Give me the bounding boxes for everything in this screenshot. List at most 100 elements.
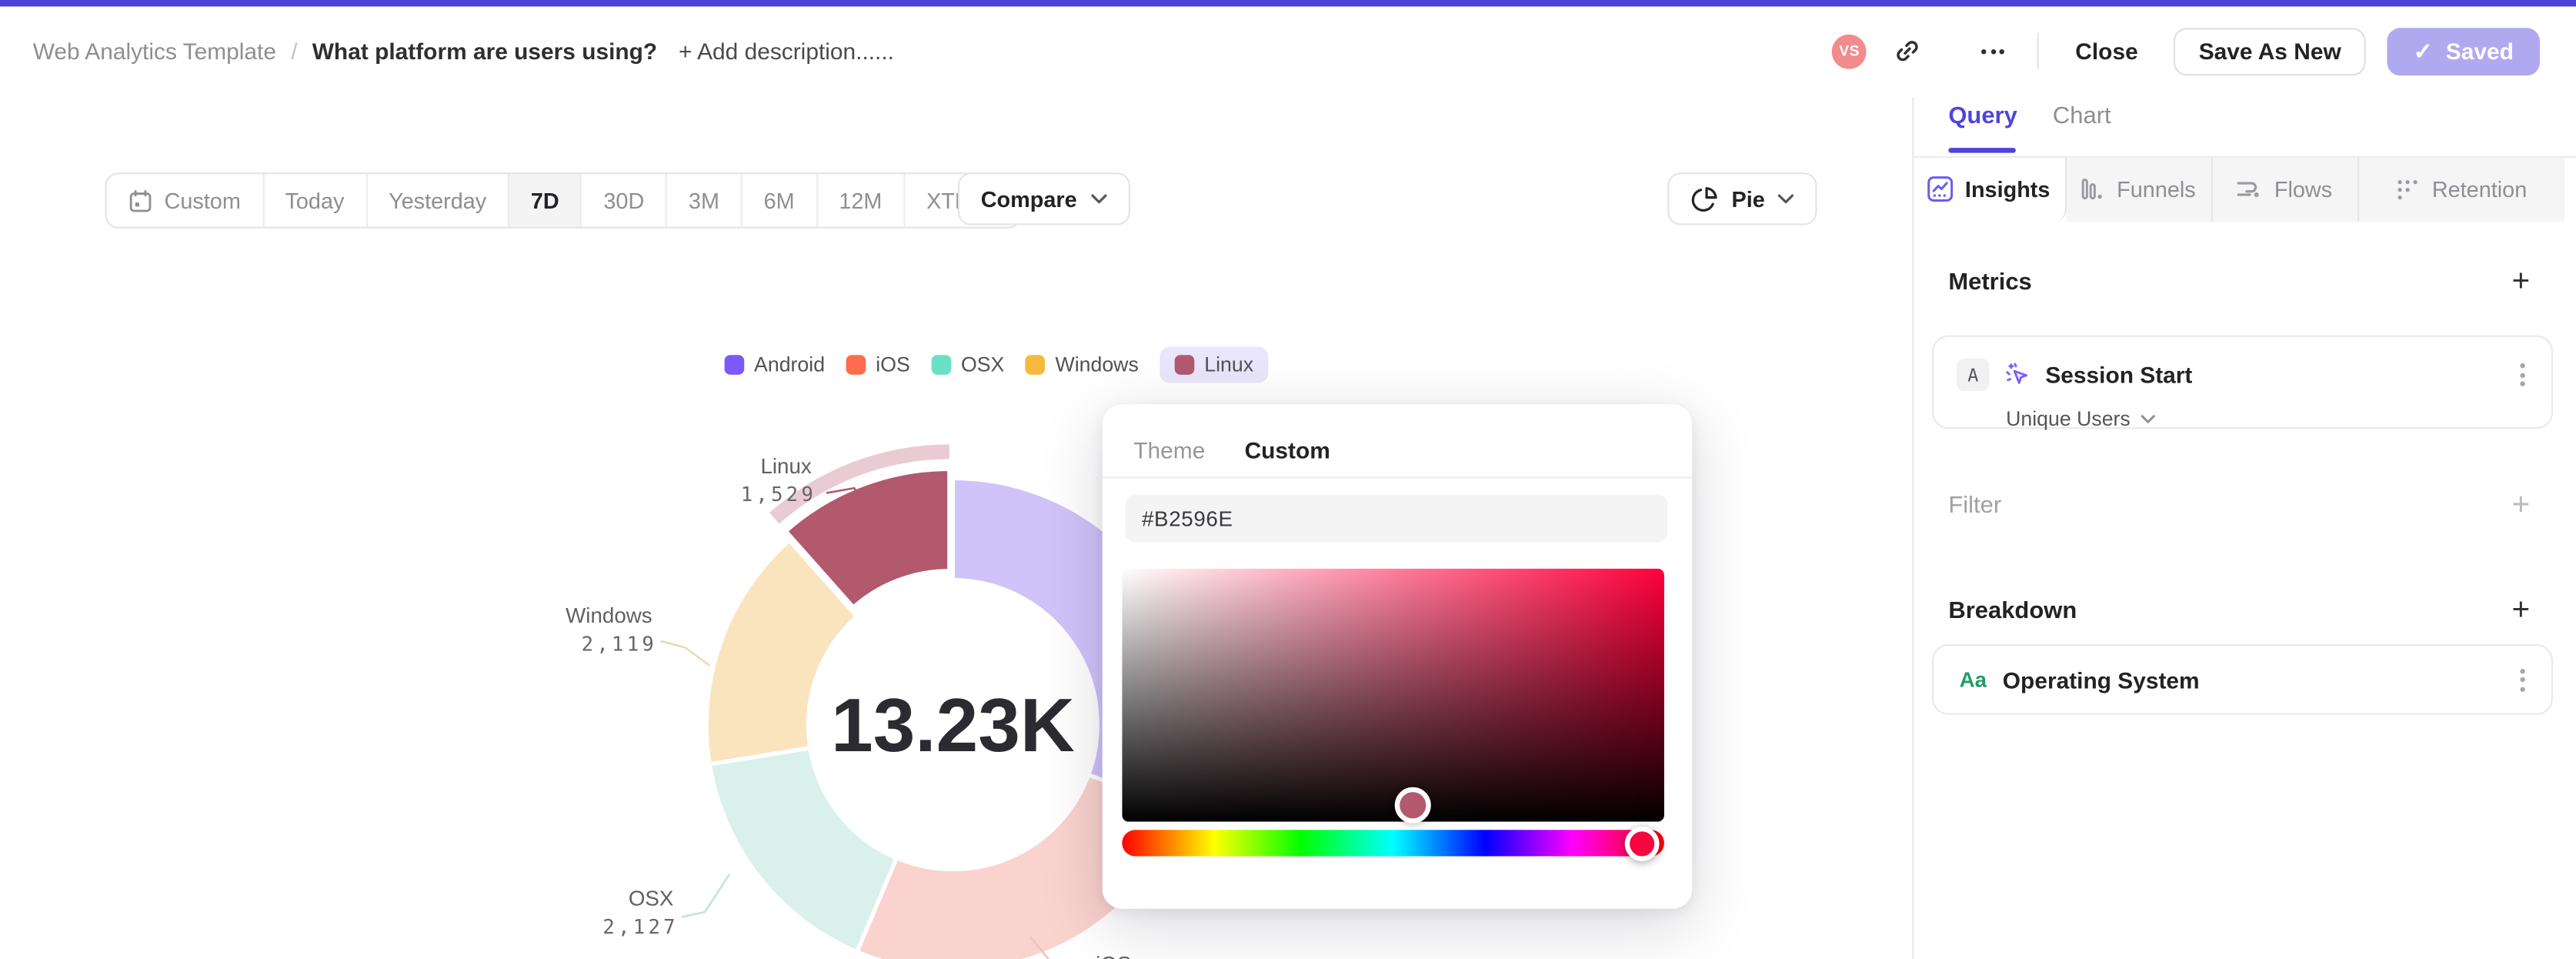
chart-canvas: Custom Today Yesterday 7D 30D 3M 6M 12M … [0,96,1912,959]
link-icon [1894,38,1920,65]
tab-query[interactable]: Query [1948,103,2017,130]
more-ellipsis-icon [1981,48,2005,54]
hue-slider-thumb[interactable] [1624,827,1660,861]
tab-insights[interactable]: Insights [1913,156,2067,222]
property-type-badge: Aa [1959,667,1987,692]
top-accent-bar [0,0,2576,6]
breadcrumb-root[interactable]: Web Analytics Template [32,38,276,65]
breakdown-card[interactable]: Aa Operating System [1931,643,2554,715]
legend-item-windows[interactable]: Windows [1026,353,1139,376]
breakdown-title: Breakdown [1948,597,2077,624]
add-description-button[interactable]: + Add description...... [678,38,894,65]
value-linux: 1,529 [741,483,816,506]
view-tabs: Insights Funnels [1913,156,2565,222]
share-link-button[interactable] [1883,27,1932,76]
chevron-down-icon [2141,414,2155,424]
range-7d[interactable]: 7D [507,174,581,227]
leader-osx [681,874,731,918]
range-12m[interactable]: 12M [816,174,903,227]
tab-chart[interactable]: Chart [2052,103,2111,130]
leader-linux [826,486,879,529]
legend-swatch [1174,355,1195,375]
value-windows: 2,119 [582,633,657,657]
add-metric-button[interactable]: + [2511,264,2531,299]
legend-swatch [1026,355,1046,375]
range-custom[interactable]: Custom [107,174,262,226]
check-icon: ✓ [2413,37,2433,64]
hex-color-input[interactable]: #B2596E [1125,494,1668,543]
query-sidebar: Query Chart Insights [1913,96,2576,959]
slice-osx[interactable] [707,745,899,954]
more-menu-button[interactable] [1969,27,2018,76]
slice-linux[interactable] [783,466,952,610]
close-button[interactable]: Close [2075,38,2138,65]
legend-item-linux[interactable]: Linux [1160,346,1269,383]
chevron-down-icon [1090,194,1106,204]
chart-type-button[interactable]: Pie [1667,172,1818,226]
picker-divider [1102,476,1693,479]
picker-tab-theme[interactable]: Theme [1133,436,1206,464]
picker-tab-custom[interactable]: Custom [1244,436,1330,464]
filter-section-header: Filter + [1948,490,2530,521]
series-badge: A [1957,358,1990,392]
retention-dots-icon [2396,177,2421,202]
header-divider [2037,33,2040,70]
range-30d[interactable]: 30D [580,174,666,227]
compare-button[interactable]: Compare [957,172,1130,226]
chart-legend: Android iOS OSX Windows Linux [724,346,1269,383]
aggregation-dropdown[interactable]: Unique Users [1934,403,2551,436]
sidebar-divider [1911,96,1914,959]
saved-label: Saved [2445,38,2514,65]
chevron-down-icon [1778,194,1794,204]
leader-windows [660,640,711,667]
legend-swatch [724,355,745,375]
flows-waves-icon [2237,176,2263,202]
add-breakdown-button[interactable]: + [2511,593,2531,628]
slice-windows[interactable] [704,538,859,767]
save-as-new-button[interactable]: Save As New [2174,27,2366,75]
tabs-divider [1913,155,2576,157]
filter-title: Filter [1948,492,2002,519]
label-ios: iOS [1096,952,1131,959]
add-filter-button[interactable]: + [2511,488,2531,523]
leader-ios [1029,936,1050,959]
hue-slider[interactable] [1122,830,1664,857]
color-picker-popup: Theme Custom #B2596E [1102,404,1693,909]
kebab-menu-icon[interactable] [2514,356,2531,393]
breadcrumb-separator: / [291,38,298,65]
legend-item-osx[interactable]: OSX [931,353,1004,376]
range-6m[interactable]: 6M [740,174,816,227]
saturation-value-area[interactable] [1122,568,1664,824]
donut-center-total: 13.23K [831,683,1075,767]
metrics-section-header: Metrics + [1948,266,2530,298]
metric-card[interactable]: A Session Start Unique Users [1931,335,2554,430]
saved-button[interactable]: ✓ Saved [2387,27,2541,75]
value-osx: 2,127 [602,916,678,939]
label-linux: Linux [760,454,811,478]
range-3m[interactable]: 3M [666,174,741,227]
label-windows: Windows [566,603,652,627]
magic-event-icon [2004,361,2032,389]
breakdown-property-name: Operating System [2002,666,2200,693]
legend-swatch [846,355,866,375]
page-title[interactable]: What platform are users using? [312,38,658,65]
kebab-menu-icon[interactable] [2514,661,2531,697]
tab-flows[interactable]: Flows [2210,156,2357,222]
range-yesterday[interactable]: Yesterday [365,174,508,227]
tab-funnels[interactable]: Funnels [2066,156,2211,222]
legend-item-android[interactable]: Android [724,353,825,376]
funnel-bars-icon [2080,177,2105,202]
legend-item-ios[interactable]: iOS [846,353,910,376]
tab-retention[interactable]: Retention [2356,156,2565,222]
avatar[interactable]: VS [1832,34,1867,69]
legend-swatch [931,355,952,375]
label-osx: OSX [629,886,674,910]
calendar-icon [128,188,153,212]
range-today[interactable]: Today [262,174,366,227]
insights-chart-icon [1927,176,1954,202]
slice-linux-highlight-ring [769,444,949,524]
color-cursor[interactable] [1394,787,1431,824]
metrics-title: Metrics [1948,269,2032,296]
pie-chart-icon [1690,185,1718,212]
breadcrumb: Web Analytics Template / What platform a… [33,38,894,65]
